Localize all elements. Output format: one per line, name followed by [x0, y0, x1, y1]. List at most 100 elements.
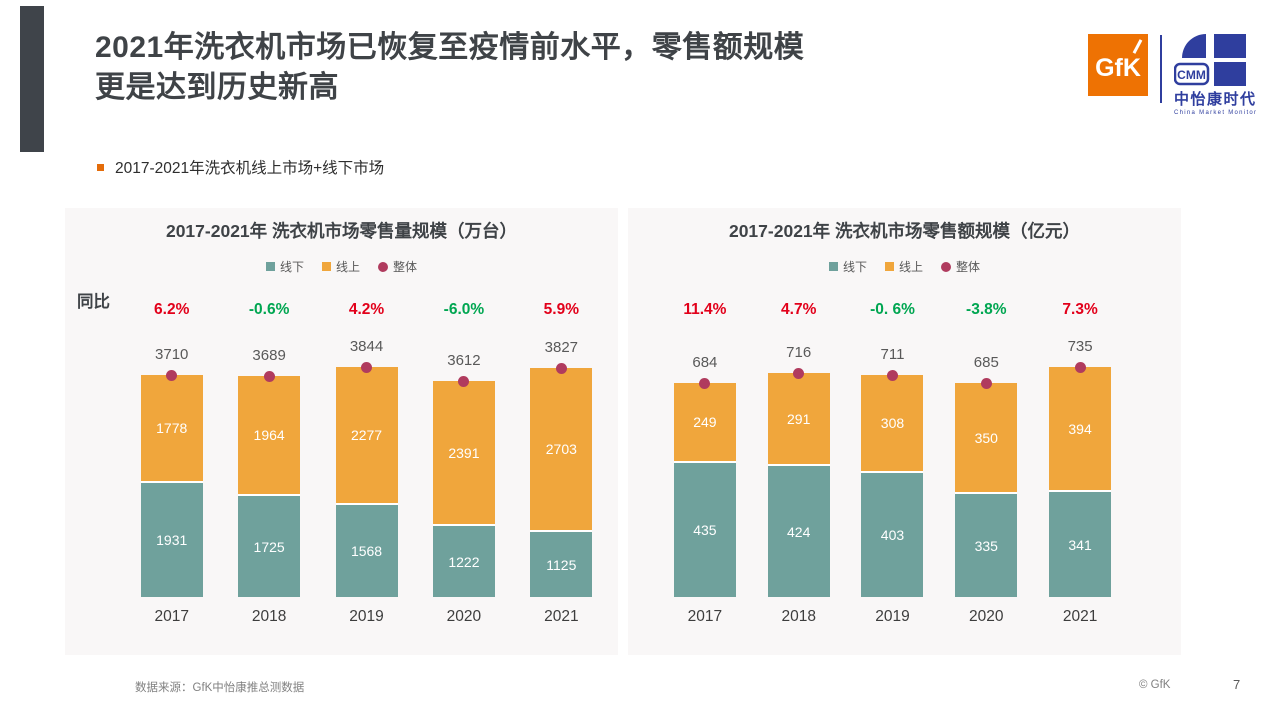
x-axis-label-2017: 2017 [687, 608, 723, 625]
x-axis-label-2019: 2019 [875, 608, 910, 625]
online-segment-value: 2391 [448, 444, 480, 461]
bar-group-2020: 685 350 335 [939, 354, 1033, 597]
online-segment-value: 249 [693, 414, 717, 430]
yoy-growth-row: 11.4% 4.7% -0. 6% -3.8% 7.3% [658, 301, 1127, 323]
offline-segment-value: 435 [693, 522, 717, 538]
online-segment: 1964 [238, 376, 301, 494]
online-segment-value: 308 [880, 415, 905, 431]
title-accent-bar [20, 6, 44, 152]
online-segment-value: 394 [1068, 420, 1092, 437]
offline-segment: 435 [673, 461, 736, 597]
online-segment-value: 350 [974, 429, 998, 446]
bar-group-2018: 3689 1964 1725 [220, 347, 317, 597]
bar-group-2020: 3612 2391 1222 [415, 352, 512, 597]
total-value-label: 3827 [544, 339, 579, 356]
bar-group-2021: 3827 2703 1125 [513, 339, 610, 597]
legend-square-icon [321, 262, 331, 271]
total-marker-dot [886, 370, 898, 381]
legend-square-icon [265, 262, 275, 271]
legend-item-线上: 线上 [884, 258, 923, 275]
legend-circle-icon [941, 261, 951, 272]
legend-item-线下: 线下 [828, 258, 867, 275]
cmm-logo: CMM 中怡康时代 China Market Monitor [1174, 34, 1256, 116]
total-marker-dot [1074, 362, 1086, 373]
x-axis-label-2021: 2021 [1062, 608, 1098, 625]
online-segment: 308 [861, 375, 924, 471]
online-segment: 350 [955, 383, 1018, 492]
offline-segment-value: 1125 [546, 556, 577, 573]
gfk-logo-text: GfK [1095, 53, 1141, 82]
yoy-growth-row: 6.2% -0.6% 4.2% -6.0% 5.9% [123, 301, 610, 323]
cmm-logo-subtitle: China Market Monitor [1174, 110, 1258, 116]
bar-group-2017: 3710 1778 1931 [123, 346, 220, 597]
legend-item-线下: 线下 [265, 258, 304, 275]
gfk-logo: GfK [1088, 34, 1148, 96]
stacked-bar: 291 424 [767, 373, 830, 597]
bar-group-2019: 3844 2277 1568 [318, 338, 415, 597]
legend-label: 线下 [842, 260, 867, 274]
yoy-growth-value: 4.7% [781, 301, 817, 318]
bar-group-2019: 711 308 403 [846, 346, 940, 597]
chart-panel-retail-value: 2017-2021年 洗衣机市场零售额规模（亿元） 线下 线上 整体 11.4% 4.… [628, 208, 1181, 655]
stacked-bar: 308 403 [861, 375, 924, 597]
cmm-acronym-text: CMM [1177, 68, 1206, 82]
legend-label: 整体 [956, 260, 981, 274]
yoy-growth-value: 4.2% [348, 301, 385, 318]
offline-segment-value: 1725 [253, 538, 285, 555]
x-axis-label-2018: 2018 [781, 608, 816, 625]
total-marker-dot [980, 378, 992, 389]
bullet-square-icon [97, 163, 104, 171]
total-value-label: 3612 [447, 352, 481, 369]
online-segment: 291 [767, 373, 830, 464]
bar-group-2018: 716 291 424 [752, 344, 846, 597]
total-marker-dot [793, 368, 805, 379]
online-segment: 2703 [530, 368, 593, 530]
total-value-label: 684 [692, 354, 718, 371]
total-marker-dot [458, 376, 470, 387]
stacked-bar: 249 435 [673, 383, 736, 597]
page-title-line2: 更是达到历史新高 [95, 71, 339, 104]
online-segment-value: 1964 [253, 427, 285, 443]
total-marker-dot [361, 362, 373, 373]
legend-square-icon [828, 262, 838, 271]
chart-legend: 线下 线上 整体 [628, 258, 1181, 275]
legend-label: 线上 [898, 260, 923, 274]
cmm-logo-name: 中怡康时代 [1174, 91, 1257, 108]
online-segment-value: 2277 [350, 427, 383, 443]
total-value-label: 735 [1067, 338, 1093, 355]
yoy-growth-value: -6.0% [443, 301, 485, 318]
cmm-logo-emblem: CMM [1174, 34, 1246, 86]
offline-segment-value: 335 [974, 537, 998, 554]
subtitle-text: 2017-2021年洗衣机线上市场+线下市场 [115, 160, 385, 177]
total-marker-dot [699, 378, 711, 389]
offline-segment-value: 403 [880, 527, 905, 543]
offline-segment-value: 1568 [350, 543, 383, 559]
online-segment: 1778 [140, 375, 203, 481]
offline-segment-value: 1931 [156, 532, 188, 548]
legend-label: 整体 [393, 260, 418, 274]
total-value-label: 716 [786, 344, 812, 361]
chart-body: 11.4% 4.7% -0. 6% -3.8% 7.3% 684 249 435 716 291… [628, 275, 1181, 655]
yoy-growth-value: -3.8% [966, 301, 1007, 318]
offline-segment: 1222 [432, 524, 495, 597]
x-axis-label-2017: 2017 [154, 608, 189, 625]
x-axis-label-2018: 2018 [251, 608, 287, 625]
logo-area: GfK CMM 中怡康时代 China Market Monitor [1088, 34, 1256, 116]
offline-segment-value: 1222 [448, 553, 480, 570]
stacked-bar: 1964 1725 [238, 376, 301, 597]
data-source-note: 数据来源：GfK中怡康推总测数据 [135, 682, 305, 694]
total-marker-dot [263, 371, 275, 382]
bars-row: 3710 1778 1931 3689 1964 1725 3844 2277 1568 3612… [123, 329, 610, 597]
yoy-growth-value: 6.2% [154, 301, 190, 318]
stacked-bar: 2391 1222 [432, 381, 495, 597]
online-segment-value: 2703 [545, 441, 577, 457]
online-segment: 249 [673, 383, 736, 461]
legend-label: 线上 [335, 260, 360, 274]
x-axis-label-2021: 2021 [544, 608, 579, 625]
legend-circle-icon [378, 261, 388, 272]
subtitle-bullet-row: 2017-2021年洗衣机线上市场+线下市场 [97, 156, 384, 178]
legend-square-icon [884, 262, 894, 271]
legend-item-整体: 整体 [941, 258, 980, 275]
offline-segment: 1568 [335, 503, 398, 597]
total-value-label: 711 [880, 346, 905, 363]
